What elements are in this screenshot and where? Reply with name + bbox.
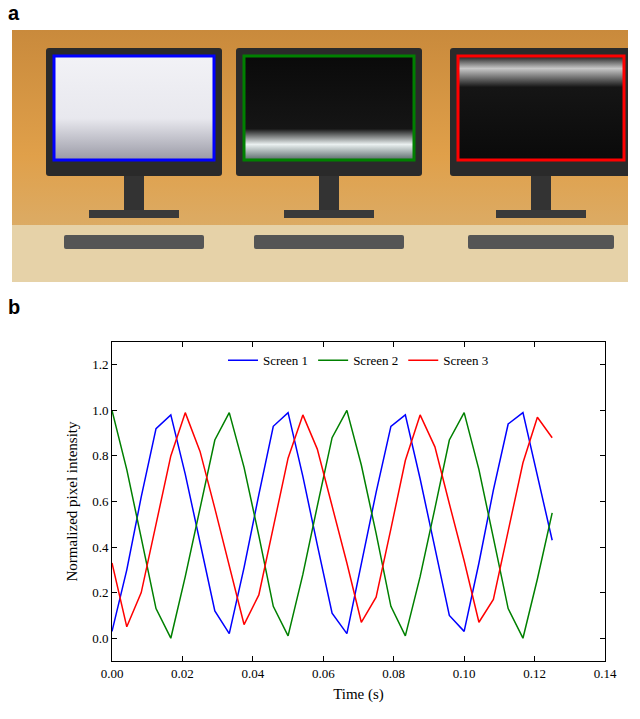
svg-text:Screen 3: Screen 3 (443, 353, 488, 368)
html-text:a: a (8, 2, 20, 24)
html-text:b: b (8, 296, 21, 318)
svg-text:0.14: 0.14 (594, 666, 617, 681)
svg-text:0.06: 0.06 (312, 666, 335, 681)
svg-text:0.4: 0.4 (92, 540, 109, 555)
svg-text:0.2: 0.2 (92, 585, 108, 600)
svg-text:0.0: 0.0 (92, 631, 108, 646)
svg-text:Screen 2: Screen 2 (353, 353, 398, 368)
svg-text:0.08: 0.08 (382, 666, 405, 681)
svg-text:0.00: 0.00 (101, 666, 124, 681)
svg-text:0.12: 0.12 (523, 666, 546, 681)
svg-text:Screen 1: Screen 1 (263, 353, 308, 368)
svg-text:1.0: 1.0 (92, 403, 108, 418)
svg-text:1.2: 1.2 (92, 357, 108, 372)
svg-text:0.6: 0.6 (92, 494, 109, 509)
svg-text:0.8: 0.8 (92, 448, 108, 463)
svg-text:Normalized pixel intensity: Normalized pixel intensity (64, 421, 80, 581)
svg-text:0.04: 0.04 (241, 666, 264, 681)
svg-text:0.10: 0.10 (453, 666, 476, 681)
svg-text:Time (s): Time (s) (333, 686, 384, 703)
svg-text:0.02: 0.02 (171, 666, 194, 681)
